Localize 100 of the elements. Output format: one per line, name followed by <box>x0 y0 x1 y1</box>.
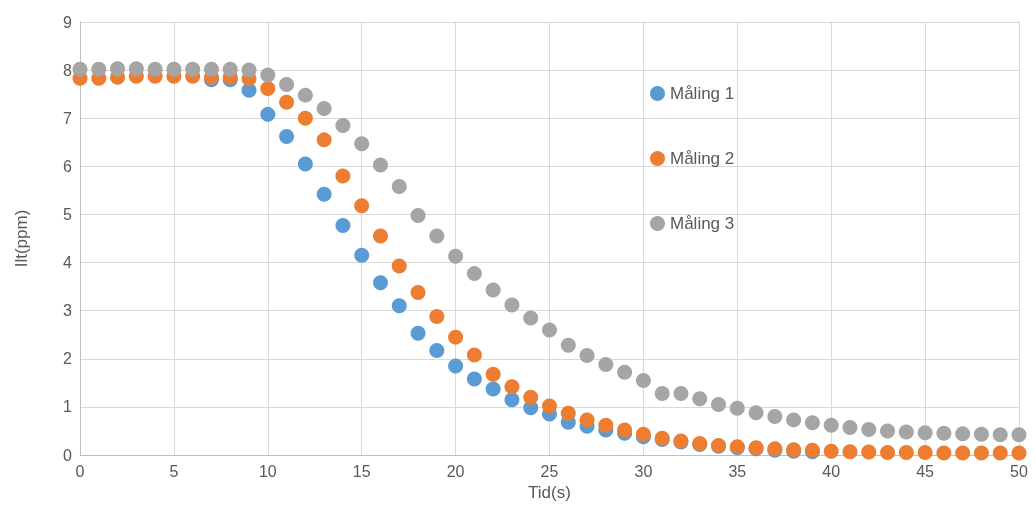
x-tick-label: 5 <box>169 462 179 480</box>
x-tick-label: 0 <box>75 462 85 480</box>
x-axis-title: Tid(s) <box>528 482 571 502</box>
point <box>335 117 351 133</box>
point <box>485 366 501 382</box>
point <box>842 444 858 460</box>
point <box>673 385 689 401</box>
y-tick-label: 3 <box>63 302 73 320</box>
point <box>823 443 839 459</box>
legend-label: Måling 2 <box>670 149 735 168</box>
point <box>523 310 539 326</box>
point <box>617 364 633 380</box>
point <box>861 444 877 460</box>
point <box>880 423 896 439</box>
x-tick-label: 50 <box>1010 462 1028 480</box>
point <box>448 358 464 374</box>
x-tick-label: 25 <box>540 462 559 480</box>
point <box>466 266 482 282</box>
point <box>936 425 952 441</box>
point <box>955 445 971 461</box>
point <box>316 132 332 148</box>
point <box>279 129 295 144</box>
point <box>523 389 539 405</box>
x-tick-label: 35 <box>728 462 747 480</box>
point <box>1011 445 1027 461</box>
x-tick-label: 45 <box>916 462 935 480</box>
point <box>373 228 388 244</box>
y-tick-label: 7 <box>63 109 73 127</box>
point <box>485 381 501 397</box>
point <box>279 77 295 93</box>
point <box>542 322 557 338</box>
point <box>335 168 351 184</box>
point <box>410 325 426 341</box>
point <box>128 61 144 77</box>
point <box>898 445 914 461</box>
point <box>241 62 257 78</box>
point <box>316 101 332 117</box>
point <box>861 422 877 437</box>
point <box>504 379 520 395</box>
point <box>598 417 614 433</box>
point <box>391 179 407 195</box>
point <box>955 426 971 442</box>
y-tick-label: 8 <box>63 61 73 79</box>
point <box>466 371 482 387</box>
point <box>804 415 820 431</box>
y-tick-label: 2 <box>63 350 73 368</box>
x-tick-label: 15 <box>352 462 371 480</box>
point <box>973 445 989 461</box>
point <box>579 347 595 363</box>
legend-label: Måling 3 <box>670 214 735 233</box>
point <box>147 61 163 77</box>
point <box>880 445 896 461</box>
point <box>429 308 445 324</box>
point <box>504 392 520 408</box>
point <box>166 61 182 77</box>
point <box>748 405 764 421</box>
point <box>91 61 107 77</box>
point <box>297 156 313 172</box>
point <box>598 357 614 373</box>
point <box>466 347 482 363</box>
point <box>1011 427 1027 443</box>
point <box>729 400 745 416</box>
y-tick-label: 6 <box>63 157 73 175</box>
point <box>354 247 370 263</box>
point <box>260 80 276 96</box>
y-tick-label: 9 <box>63 13 73 31</box>
legend-label: Måling 1 <box>670 84 735 103</box>
point <box>898 424 914 440</box>
point <box>260 67 276 83</box>
point <box>185 61 201 77</box>
point <box>297 87 313 103</box>
x-tick-label: 30 <box>634 462 653 480</box>
point <box>110 61 126 77</box>
point <box>936 445 952 461</box>
point <box>354 198 370 214</box>
point <box>485 282 501 298</box>
point <box>297 110 313 126</box>
point <box>992 445 1008 461</box>
point <box>373 157 388 173</box>
point <box>654 385 670 401</box>
point <box>579 412 595 428</box>
y-tick-label: 1 <box>63 398 73 416</box>
point <box>767 409 783 425</box>
point <box>410 284 426 300</box>
point <box>917 425 933 441</box>
point <box>635 372 651 388</box>
point <box>842 420 858 436</box>
point <box>391 298 407 314</box>
point <box>429 343 445 359</box>
point <box>560 405 576 421</box>
point <box>786 412 802 428</box>
point <box>992 427 1008 443</box>
point <box>391 258 407 274</box>
point <box>692 391 708 407</box>
y-tick-label: 0 <box>63 446 73 464</box>
point <box>410 207 426 223</box>
point <box>203 61 219 77</box>
y-tick-label: 4 <box>63 254 73 272</box>
point <box>542 398 557 414</box>
x-tick-label: 20 <box>446 462 465 480</box>
